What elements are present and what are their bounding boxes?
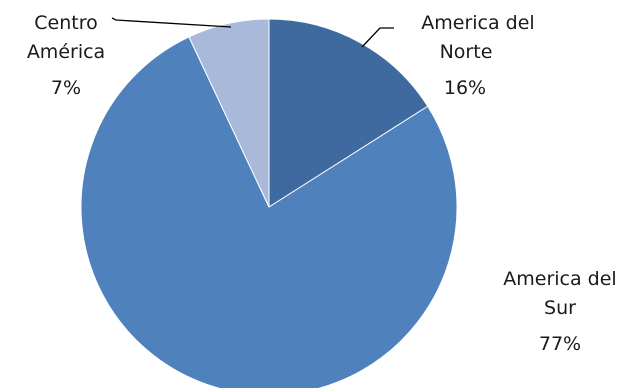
slice-label-north-line1: America del: [421, 12, 534, 34]
leader-line-central: [111, 17, 232, 28]
slice-label-central-line2: América: [27, 41, 105, 63]
pie-slice-america-del-norte: [268, 18, 429, 208]
slice-label-central-line1: Centro: [34, 12, 97, 34]
slice-label-south-line2: Sur: [544, 297, 576, 319]
leader-lines: [111, 17, 394, 48]
pie-slices: [80, 18, 458, 388]
slice-value-central: 7%: [51, 77, 81, 99]
pie-slice-centro-america: [188, 18, 270, 208]
slice-label-north-line2: Norte: [440, 41, 493, 63]
slice-label-south-line1: America del: [503, 268, 616, 290]
slice-value-south: 77%: [539, 333, 581, 355]
leader-line-north: [361, 27, 394, 48]
slice-value-north: 16%: [444, 77, 486, 99]
